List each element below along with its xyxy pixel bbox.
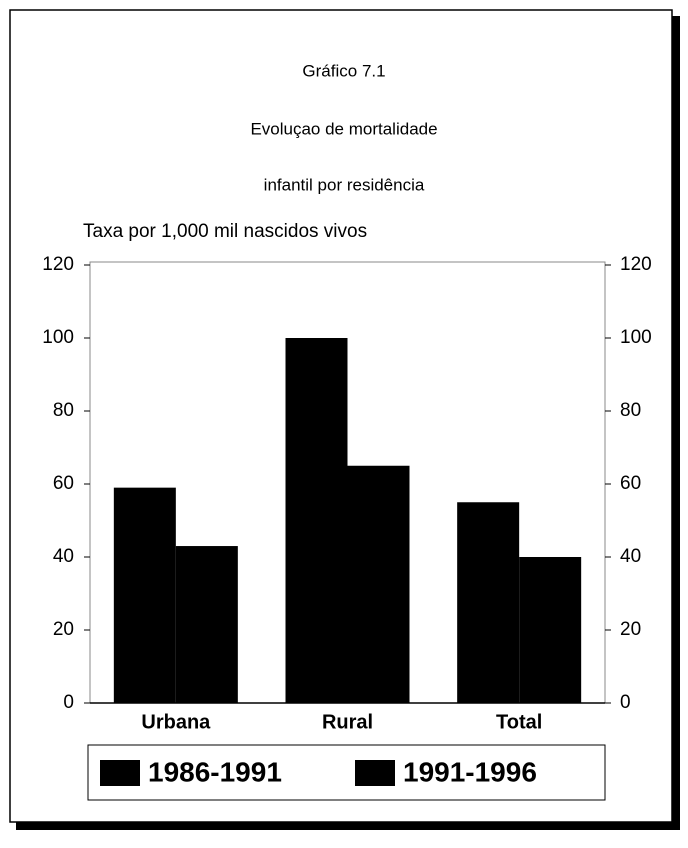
axis-label: Taxa por 1,000 mil nascidos vivos [83, 221, 367, 242]
x-tick-label: Rural [322, 711, 373, 733]
bar [457, 502, 520, 703]
legend-label: 1991-1996 [403, 756, 537, 787]
y-tick-label: 80 [53, 400, 74, 421]
chart-title: Gráfico 7.1 [302, 61, 385, 80]
bar [175, 546, 238, 703]
y2-tick-label: 40 [620, 546, 641, 567]
legend-label: 1986-1991 [148, 756, 282, 787]
y2-tick-label: 20 [620, 619, 641, 640]
y-tick-label: 60 [53, 473, 74, 494]
x-tick-label: Urbana [141, 711, 211, 733]
chart-subtitle: Evoluçao de mortalidade [250, 119, 437, 138]
legend-swatch [355, 760, 395, 786]
y2-tick-label: 60 [620, 473, 641, 494]
y2-tick-label: 100 [620, 327, 652, 348]
bar [285, 338, 348, 703]
y-tick-label: 100 [42, 327, 74, 348]
y2-tick-label: 0 [620, 692, 631, 713]
y2-tick-label: 80 [620, 400, 641, 421]
y-tick-label: 0 [63, 692, 74, 713]
y-tick-label: 40 [53, 546, 74, 567]
legend-box [87, 744, 606, 801]
chart-subtitle: infantil por residência [264, 175, 425, 194]
y2-tick-label: 120 [620, 254, 652, 275]
y-tick-label: 120 [42, 254, 74, 275]
x-tick-label: Total [496, 711, 542, 733]
bar [519, 557, 582, 703]
bar [347, 465, 410, 703]
bar [113, 487, 176, 703]
legend-swatch [100, 760, 140, 786]
y-tick-label: 20 [53, 619, 74, 640]
